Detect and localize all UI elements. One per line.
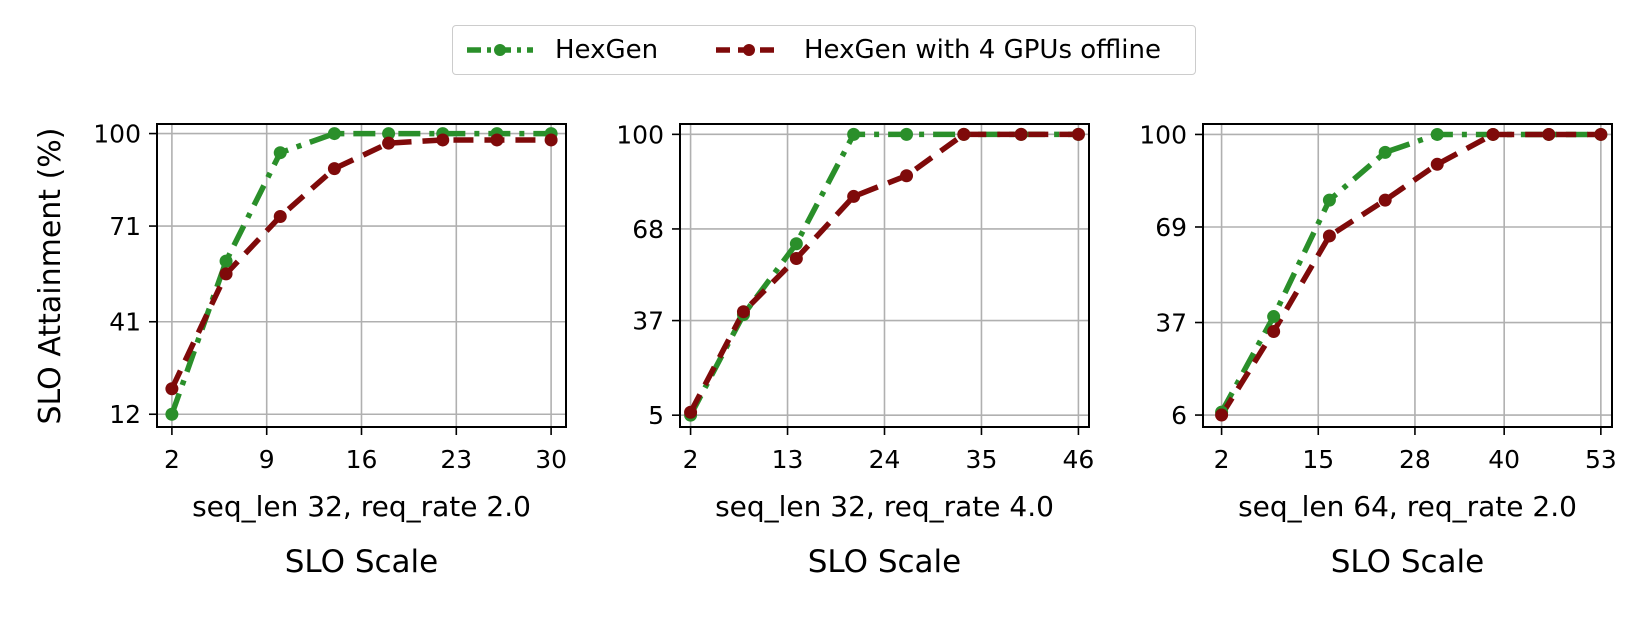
data-point <box>273 146 287 160</box>
series-line-hexgen-offline <box>688 131 1079 414</box>
legend: HexGen HexGen with 4 GPUs offline <box>452 25 1196 75</box>
data-point <box>327 162 341 176</box>
y-tick-label: 37 <box>632 307 664 336</box>
data-point <box>382 136 396 150</box>
x-tick-label: 15 <box>1302 445 1334 474</box>
x-tick-label: 28 <box>1399 445 1431 474</box>
x-axis-label: SLO Scale <box>1331 544 1485 580</box>
y-tick-label: 100 <box>1139 120 1187 149</box>
x-tick-label: 2 <box>164 445 180 474</box>
data-point <box>273 209 287 223</box>
series-line-hexgen-offline <box>1219 131 1601 417</box>
data-point <box>684 405 698 419</box>
y-tick-label: 5 <box>648 401 664 430</box>
data-point <box>1267 310 1281 324</box>
y-tick-label: 12 <box>109 400 141 429</box>
data-point <box>736 305 750 319</box>
y-tick-label: 6 <box>1171 401 1187 430</box>
y-tick-label: 71 <box>109 212 141 241</box>
x-tick-label: 30 <box>535 445 567 474</box>
data-point <box>1542 127 1556 141</box>
x-tick-label: 13 <box>772 445 804 474</box>
x-tick-label: 24 <box>869 445 901 474</box>
series-line-hexgen-offline <box>169 137 552 390</box>
data-point <box>847 127 861 141</box>
data-point <box>1322 193 1336 207</box>
x-axis-label: SLO Scale <box>808 544 962 580</box>
x-tick-label: 53 <box>1585 445 1617 474</box>
y-tick-label: 41 <box>109 308 141 337</box>
chart-panel-2: 2 13 24 35 46 5 37 68 100 seq_len 32, req_rate 4.… <box>616 120 1094 580</box>
data-point <box>1014 127 1028 141</box>
x-tick-label: 40 <box>1488 445 1520 474</box>
data-point <box>1267 324 1281 338</box>
y-tick-label: 37 <box>1155 309 1187 338</box>
data-point <box>1594 127 1608 141</box>
data-point <box>789 252 803 266</box>
legend-item-hexgen: HexGen <box>465 26 658 73</box>
data-point <box>1322 229 1336 243</box>
data-point <box>544 133 558 147</box>
data-point <box>1430 157 1444 171</box>
x-tick-label: 16 <box>346 445 378 474</box>
data-point <box>900 127 914 141</box>
data-point <box>1215 408 1229 422</box>
legend-item-hexgen-offline: HexGen with 4 GPUs offline <box>714 26 1161 73</box>
y-tick-label: 69 <box>1155 213 1187 242</box>
data-point <box>436 133 450 147</box>
y-tick-label: 100 <box>616 120 664 149</box>
x-axis-label: SLO Scale <box>285 544 439 580</box>
panel-subtitle: seq_len 32, req_rate 4.0 <box>715 490 1054 523</box>
data-point <box>789 237 803 251</box>
data-point <box>219 267 233 281</box>
data-point <box>165 382 179 396</box>
data-point <box>1430 127 1444 141</box>
chart-panel-1: 2 9 16 23 30 12 41 71 100 seq_len 32, req_rate 2.… <box>93 120 567 580</box>
plot-frame <box>1202 123 1613 428</box>
y-tick-label: 100 <box>93 120 141 149</box>
data-point <box>1071 127 1085 141</box>
panel-subtitle: seq_len 64, req_rate 2.0 <box>1238 490 1577 523</box>
data-point <box>900 169 914 183</box>
chart-panel-3: 2 15 28 40 53 6 37 69 100 seq_len 64, req_rate 2.… <box>1139 120 1616 580</box>
series-line-hexgen <box>169 130 552 416</box>
data-point <box>327 127 341 141</box>
legend-swatch-hexgen <box>467 43 533 56</box>
legend-swatch-hexgen-offline <box>716 43 782 56</box>
x-tick-label: 2 <box>1214 445 1230 474</box>
data-point <box>382 127 396 141</box>
series-line-hexgen <box>1219 131 1601 414</box>
panel-subtitle: seq_len 32, req_rate 2.0 <box>192 490 531 523</box>
x-tick-label: 9 <box>259 445 275 474</box>
data-point <box>1486 127 1500 141</box>
data-point <box>165 407 179 421</box>
x-tick-label: 46 <box>1063 445 1095 474</box>
data-point <box>957 127 971 141</box>
data-point <box>219 254 233 268</box>
x-tick-label: 2 <box>683 445 699 474</box>
legend-label-hexgen: HexGen <box>555 34 659 65</box>
x-tick-label: 35 <box>966 445 998 474</box>
legend-label-hexgen-offline: HexGen with 4 GPUs offline <box>804 34 1162 65</box>
data-point <box>847 189 861 203</box>
data-point <box>490 133 504 147</box>
y-tick-label: 68 <box>632 215 664 244</box>
data-point <box>1378 193 1392 207</box>
x-tick-label: 23 <box>440 445 472 474</box>
shared-y-axis-label: SLO Attainment (%) <box>33 128 68 425</box>
data-point <box>1378 145 1392 159</box>
